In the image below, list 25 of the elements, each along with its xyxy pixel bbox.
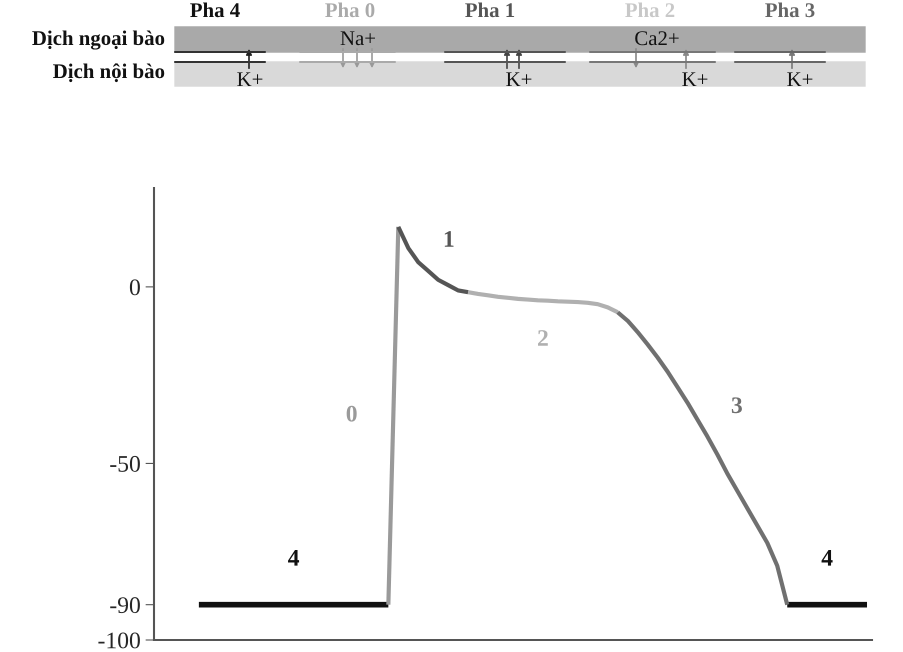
text: Pha 4 xyxy=(190,2,240,18)
series-label: 1 xyxy=(444,231,454,247)
y-tick-label: -100 xyxy=(98,632,140,648)
text: K+ xyxy=(237,72,262,86)
text: Dịch nội bào xyxy=(53,63,164,82)
y-tick-label: 0 xyxy=(130,279,140,296)
y-tick-label: -90 xyxy=(110,597,140,614)
series-label: 4 xyxy=(288,550,300,566)
line-series xyxy=(396,224,470,294)
series-label: 3 xyxy=(732,397,742,414)
text: Dịch ngoại bào xyxy=(32,30,164,50)
line-series xyxy=(466,290,620,314)
text: 4 xyxy=(822,550,833,566)
text: K+ xyxy=(787,72,812,86)
text: Ca2+ xyxy=(635,31,679,46)
text: Na+ xyxy=(340,31,376,46)
text: Pha 1 xyxy=(465,2,514,18)
line-series xyxy=(616,310,790,607)
text: Pha 0 xyxy=(325,2,374,18)
y-tick-label: -50 xyxy=(110,456,140,472)
text: Pha 3 xyxy=(765,2,814,18)
text: K+ xyxy=(506,72,532,86)
text: K+ xyxy=(682,72,708,86)
series-label: 2 xyxy=(538,330,548,346)
series-label: 0 xyxy=(346,406,357,422)
